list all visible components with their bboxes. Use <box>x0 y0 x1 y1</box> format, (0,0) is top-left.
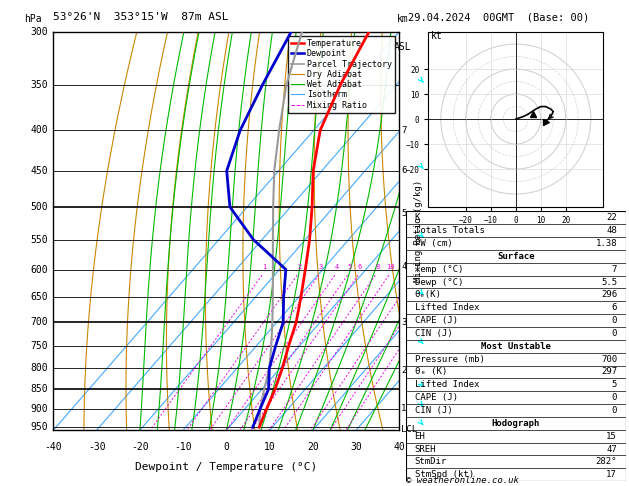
Text: 6: 6 <box>611 303 617 312</box>
Text: -40: -40 <box>45 442 62 452</box>
Text: 5: 5 <box>347 264 352 270</box>
Text: StmSpd (kt): StmSpd (kt) <box>415 470 474 479</box>
Text: -10: -10 <box>174 442 192 452</box>
Text: 1.38: 1.38 <box>596 239 617 248</box>
Text: 700: 700 <box>601 355 617 364</box>
Text: Totals Totals: Totals Totals <box>415 226 484 235</box>
Text: 296: 296 <box>601 291 617 299</box>
Text: 10: 10 <box>264 442 276 452</box>
Text: 0: 0 <box>611 329 617 338</box>
Text: 2: 2 <box>401 366 406 375</box>
Text: 350: 350 <box>31 80 48 89</box>
Text: hPa: hPa <box>24 14 42 24</box>
Text: 0: 0 <box>223 442 230 452</box>
Text: 5.5: 5.5 <box>601 278 617 287</box>
Text: 30: 30 <box>350 442 362 452</box>
Text: 10: 10 <box>387 264 395 270</box>
Text: 700: 700 <box>31 317 48 328</box>
Text: Pressure (mb): Pressure (mb) <box>415 355 484 364</box>
Text: 47: 47 <box>606 445 617 453</box>
Text: SREH: SREH <box>415 445 436 453</box>
Text: © weatheronline.co.uk: © weatheronline.co.uk <box>406 475 518 485</box>
Text: Lifted Index: Lifted Index <box>415 381 479 389</box>
Text: 550: 550 <box>31 235 48 244</box>
Text: 7: 7 <box>611 265 617 274</box>
Text: 8: 8 <box>375 264 379 270</box>
Text: 650: 650 <box>31 292 48 302</box>
Text: 750: 750 <box>31 341 48 351</box>
Text: 800: 800 <box>31 363 48 373</box>
Text: 282°: 282° <box>596 457 617 467</box>
Legend: Temperature, Dewpoint, Parcel Trajectory, Dry Adiabat, Wet Adiabat, Isotherm, Mi: Temperature, Dewpoint, Parcel Trajectory… <box>287 36 395 113</box>
Text: Hodograph: Hodograph <box>492 419 540 428</box>
Text: 300: 300 <box>31 27 48 36</box>
Text: PW (cm): PW (cm) <box>415 239 452 248</box>
Text: 17: 17 <box>606 470 617 479</box>
Text: 4: 4 <box>335 264 339 270</box>
Text: km: km <box>397 14 409 24</box>
Text: EH: EH <box>415 432 425 441</box>
Text: 29.04.2024  00GMT  (Base: 00): 29.04.2024 00GMT (Base: 00) <box>408 12 589 22</box>
Text: 600: 600 <box>31 264 48 275</box>
Text: 4: 4 <box>401 262 406 271</box>
Text: 500: 500 <box>31 202 48 212</box>
Text: 0: 0 <box>611 316 617 325</box>
Text: Temp (°C): Temp (°C) <box>415 265 463 274</box>
Text: LCL: LCL <box>401 425 417 434</box>
Text: CIN (J): CIN (J) <box>415 406 452 415</box>
Text: 53°26'N  353°15'W  87m ASL: 53°26'N 353°15'W 87m ASL <box>53 12 229 21</box>
Text: 5: 5 <box>401 209 406 218</box>
Text: 0: 0 <box>611 393 617 402</box>
Text: K: K <box>415 213 420 222</box>
Text: Mixing Ratio (g/kg): Mixing Ratio (g/kg) <box>414 180 423 282</box>
Text: 7: 7 <box>401 126 406 135</box>
Text: 297: 297 <box>601 367 617 377</box>
Text: 850: 850 <box>31 384 48 394</box>
Text: ASL: ASL <box>394 42 412 52</box>
Text: Lifted Index: Lifted Index <box>415 303 479 312</box>
Text: 0: 0 <box>611 406 617 415</box>
Text: StmDir: StmDir <box>415 457 447 467</box>
Text: 1: 1 <box>262 264 266 270</box>
Text: 950: 950 <box>31 422 48 432</box>
Text: Dewpoint / Temperature (°C): Dewpoint / Temperature (°C) <box>135 462 318 472</box>
Text: 3: 3 <box>401 318 406 327</box>
Text: Surface: Surface <box>497 252 535 261</box>
Text: 450: 450 <box>31 166 48 176</box>
Text: CAPE (J): CAPE (J) <box>415 393 457 402</box>
Text: θₑ (K): θₑ (K) <box>415 367 447 377</box>
Text: CIN (J): CIN (J) <box>415 329 452 338</box>
Text: 2: 2 <box>297 264 301 270</box>
Text: 15: 15 <box>606 432 617 441</box>
Text: 22: 22 <box>606 213 617 222</box>
Text: -20: -20 <box>131 442 149 452</box>
Text: 3: 3 <box>319 264 323 270</box>
Text: Dewp (°C): Dewp (°C) <box>415 278 463 287</box>
Text: Most Unstable: Most Unstable <box>481 342 551 351</box>
Text: 20: 20 <box>307 442 319 452</box>
Text: θₑ(K): θₑ(K) <box>415 291 442 299</box>
Text: 48: 48 <box>606 226 617 235</box>
Text: -30: -30 <box>88 442 106 452</box>
Text: 40: 40 <box>394 442 405 452</box>
Text: 6: 6 <box>358 264 362 270</box>
Text: CAPE (J): CAPE (J) <box>415 316 457 325</box>
Text: 1: 1 <box>401 404 406 413</box>
Text: 400: 400 <box>31 125 48 135</box>
Text: kt: kt <box>431 31 443 41</box>
Text: 5: 5 <box>611 381 617 389</box>
Text: 900: 900 <box>31 404 48 414</box>
Text: 6: 6 <box>401 166 406 175</box>
